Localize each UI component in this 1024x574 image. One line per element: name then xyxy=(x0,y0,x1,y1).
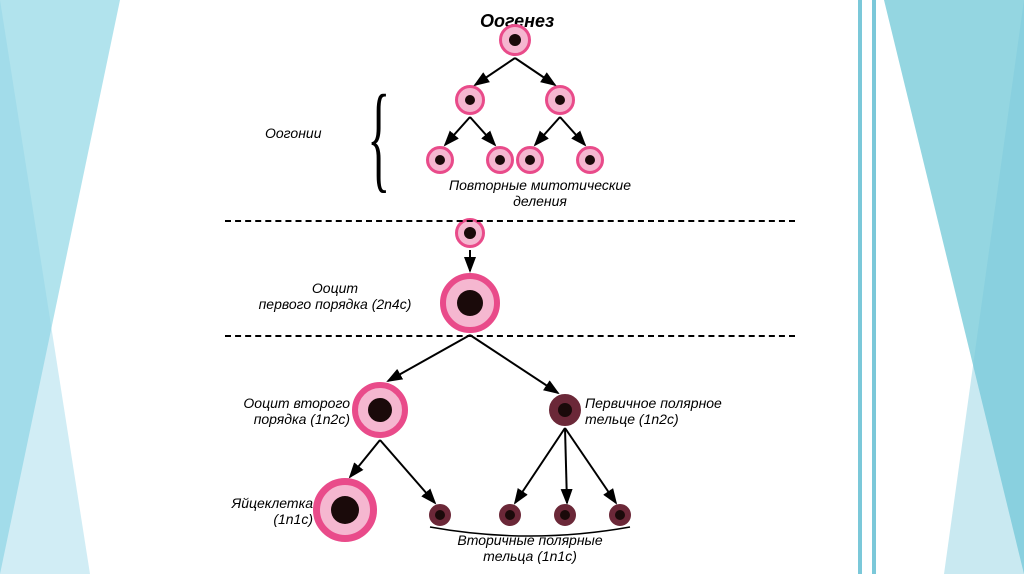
cell-nucleus xyxy=(558,403,572,417)
arrow xyxy=(388,335,470,381)
cell xyxy=(429,504,451,526)
arrow xyxy=(560,117,585,145)
cell-nucleus xyxy=(435,155,445,165)
cell-nucleus xyxy=(464,227,476,239)
cell xyxy=(455,85,485,115)
cell xyxy=(352,382,408,438)
arrow xyxy=(350,440,380,477)
bg-triangle xyxy=(944,0,1024,574)
accent-bar xyxy=(858,0,862,574)
label-polar1: Первичное полярноетельце (1n2c) xyxy=(585,395,785,427)
cell xyxy=(455,218,485,248)
stage-divider xyxy=(225,335,795,337)
cell xyxy=(499,504,521,526)
cell-nucleus xyxy=(368,398,392,422)
cell xyxy=(313,478,377,542)
cell-nucleus xyxy=(495,155,505,165)
stage-divider xyxy=(225,220,795,222)
arrow xyxy=(565,428,616,503)
cell xyxy=(499,24,531,56)
cell-nucleus xyxy=(505,510,515,520)
cell-nucleus xyxy=(457,290,483,316)
cell xyxy=(549,394,581,426)
cell xyxy=(576,146,604,174)
cell-nucleus xyxy=(525,155,535,165)
cell-nucleus xyxy=(509,34,521,46)
label-oogonia: Оогонии xyxy=(265,125,322,141)
cell-nucleus xyxy=(585,155,595,165)
label-oocyte1: Ооцитпервого порядка (2n4c) xyxy=(240,280,430,312)
label-polar2: Вторичные полярныетельца (1n1c) xyxy=(420,532,640,564)
cell xyxy=(440,273,500,333)
arrow xyxy=(515,58,555,85)
cell xyxy=(426,146,454,174)
arrow xyxy=(470,335,558,393)
cell-nucleus xyxy=(435,510,445,520)
brace-icon: { xyxy=(367,95,390,179)
arrow xyxy=(475,58,515,85)
cell xyxy=(609,504,631,526)
label-oocyte2: Ооцит второгопорядка (1n2c) xyxy=(215,395,350,427)
arrow xyxy=(445,117,470,145)
cell xyxy=(545,85,575,115)
cell-nucleus xyxy=(331,496,359,524)
arrow xyxy=(470,117,495,145)
label-egg: Яйцеклетка(1n1c) xyxy=(208,495,313,527)
cell xyxy=(486,146,514,174)
cell-nucleus xyxy=(465,95,475,105)
bg-triangle xyxy=(0,0,90,574)
arrow xyxy=(380,440,435,503)
diagram-content: Оогенез { Оогонии Повторные митотические… xyxy=(170,5,870,565)
cell xyxy=(516,146,544,174)
arrow xyxy=(565,428,567,503)
cell-nucleus xyxy=(615,510,625,520)
cell xyxy=(554,504,576,526)
label-mitotic: Повторные митотическиеделения xyxy=(430,177,650,209)
cell-nucleus xyxy=(560,510,570,520)
cell-nucleus xyxy=(555,95,565,105)
accent-bar xyxy=(872,0,876,574)
arrow xyxy=(535,117,560,145)
arrow xyxy=(515,428,565,503)
